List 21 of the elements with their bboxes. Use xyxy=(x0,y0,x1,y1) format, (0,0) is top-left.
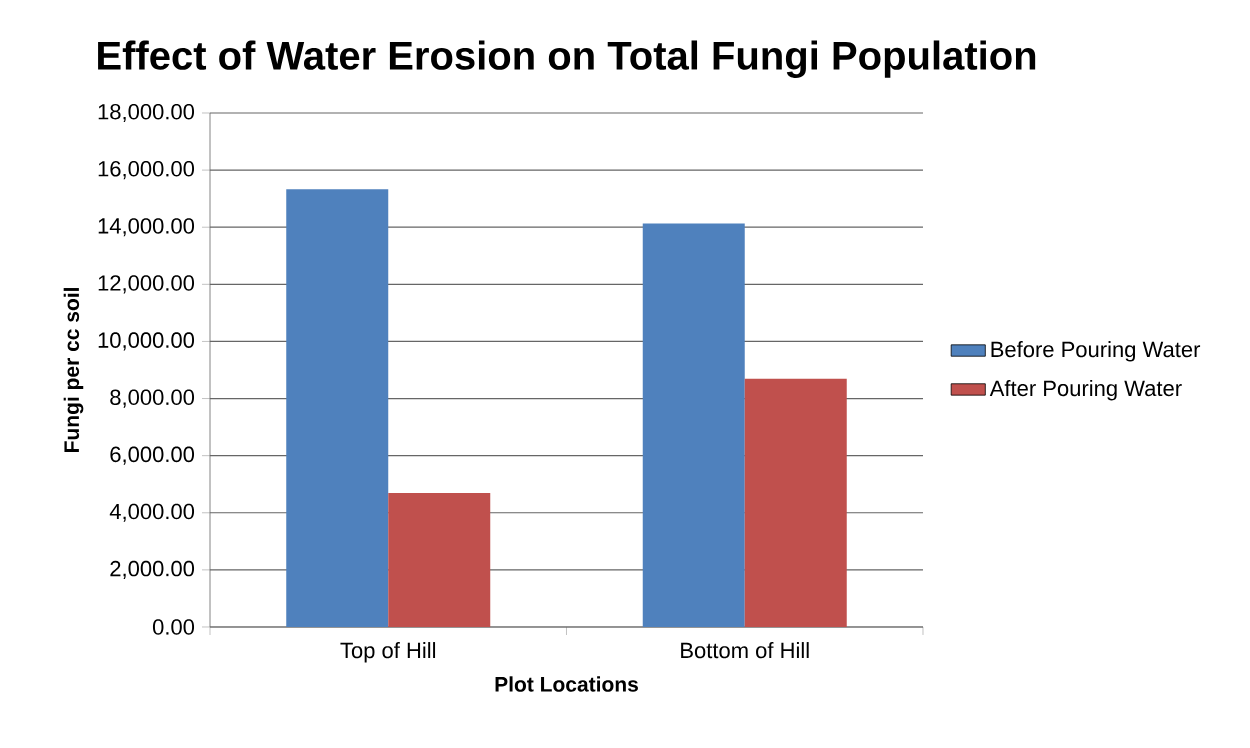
y-tick-label: 0.00 xyxy=(152,619,195,635)
y-tick-label: 2,000.00 xyxy=(110,560,195,579)
y-tick-label: 6,000.00 xyxy=(110,446,195,465)
chart-title: Effect of Water Erosion on Total Fungi Population xyxy=(98,40,1036,78)
bar xyxy=(642,223,745,627)
x-tick-label: Top of Hill xyxy=(340,642,436,663)
y-tick-label: 12,000.00 xyxy=(98,275,195,294)
x-axis-title: Plot Locations xyxy=(495,676,638,692)
bar xyxy=(286,189,389,627)
bar xyxy=(744,378,847,627)
y-tick-label: 10,000.00 xyxy=(98,332,195,351)
y-tick-label: 18,000.00 xyxy=(98,103,195,123)
y-tick-label: 4,000.00 xyxy=(109,503,195,522)
legend-label: After Pouring Water xyxy=(989,380,1182,401)
legend-label: Before Pouring Water xyxy=(991,341,1201,362)
y-tick-label: 8,000.00 xyxy=(110,389,195,408)
y-tick-label: 16,000.00 xyxy=(98,161,195,180)
bar xyxy=(388,493,491,627)
y-tick-label: 14,000.00 xyxy=(98,218,195,237)
x-tick-label: Bottom of Hill xyxy=(681,642,809,659)
y-axis-title: Fungi per cc soil xyxy=(63,288,84,453)
